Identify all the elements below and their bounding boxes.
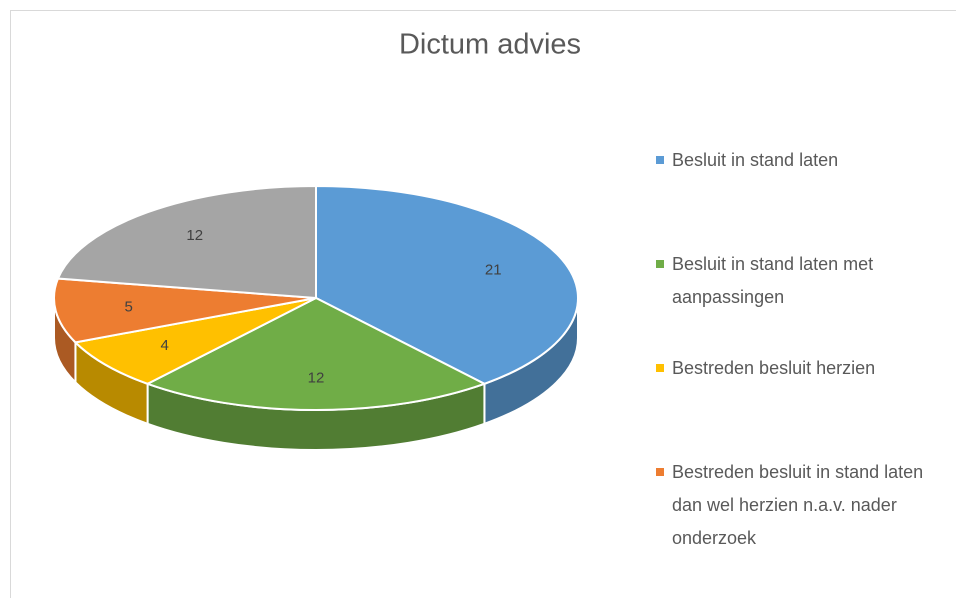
legend-item: Besluit in stand laten xyxy=(652,144,932,177)
slice xyxy=(56,184,317,300)
data-label: 12 xyxy=(308,370,325,387)
legend-swatch xyxy=(656,468,664,476)
legend-swatch xyxy=(656,364,664,372)
data-label: 4 xyxy=(161,337,169,354)
legend-label: Bestreden besluit in stand laten dan wel… xyxy=(672,462,924,548)
legend-item: Besluit in stand laten met aanpassingen xyxy=(652,248,932,314)
legend-swatch xyxy=(656,156,664,164)
chart-title: Dictum advies xyxy=(399,29,581,61)
legend-item: Bestreden besluit herzien xyxy=(652,352,932,385)
legend-label: Besluit in stand laten met aanpassingen xyxy=(672,254,874,307)
legend-label: Bestreden besluit herzien xyxy=(672,358,876,378)
slice xyxy=(53,277,317,344)
data-label: 5 xyxy=(124,298,132,315)
legend-label: Besluit in stand laten xyxy=(672,150,839,170)
slice xyxy=(73,297,317,385)
legend-item: Bestreden besluit in stand laten dan wel… xyxy=(652,456,932,555)
slice xyxy=(145,296,487,411)
data-label: 21 xyxy=(485,261,502,278)
data-label: 12 xyxy=(186,227,203,244)
legend-swatch xyxy=(656,260,664,268)
slice xyxy=(315,184,579,385)
